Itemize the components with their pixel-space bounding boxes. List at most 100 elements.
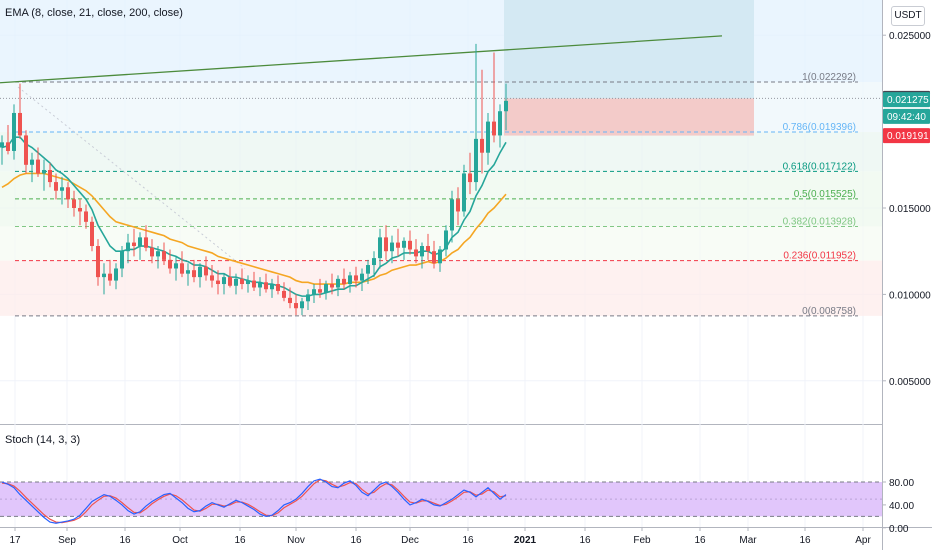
candle-body: [432, 251, 436, 264]
fib-level-label: 1(0.022292): [802, 72, 856, 83]
candle-body: [234, 278, 238, 286]
candle-body: [336, 278, 340, 288]
time-tick-label: Sep: [58, 535, 76, 546]
candle-body: [144, 237, 148, 248]
candle-body: [324, 284, 328, 293]
candle-body: [396, 242, 400, 248]
candle-body: [294, 303, 298, 309]
candle-body: [78, 208, 82, 212]
price-label-box: [883, 92, 930, 108]
fib-zone: [0, 198, 882, 227]
time-tick-label: 16: [799, 535, 811, 546]
time-tick-label: Apr: [855, 535, 871, 546]
candle-body: [72, 199, 76, 208]
time-tick-label: Feb: [633, 535, 651, 546]
time-tick-label: 16: [234, 535, 246, 546]
candle-body: [384, 237, 388, 252]
candle-body: [408, 240, 412, 250]
candle-body: [300, 301, 304, 309]
candle-body: [498, 111, 502, 136]
stoch-indicator-label[interactable]: Stoch (14, 3, 3): [5, 434, 81, 446]
candle-body: [48, 169, 52, 183]
candle-body: [174, 263, 178, 269]
fib-zone: [0, 132, 882, 172]
candle-body: [288, 297, 292, 304]
candle-body: [186, 270, 190, 274]
candle-body: [114, 268, 118, 281]
candle-body: [474, 138, 478, 183]
price-tick-label: 0.010000: [889, 290, 931, 301]
stoch-tick-label: 0.00: [889, 524, 909, 535]
trendline[interactable]: [0, 35, 723, 84]
candle-body: [108, 273, 112, 281]
candle-body: [354, 275, 358, 281]
time-tick-label: 16: [694, 535, 706, 546]
candle-body: [456, 199, 460, 212]
time-tick-label: Mar: [739, 535, 757, 546]
candle-body: [150, 247, 154, 257]
candle-body: [168, 259, 172, 269]
candle-body: [180, 263, 184, 274]
candle-body: [0, 142, 4, 148]
candle-body: [54, 182, 58, 191]
candle-body: [390, 242, 394, 252]
candle-body: [486, 121, 490, 153]
candle-body: [492, 121, 496, 136]
time-axis[interactable]: [0, 527, 882, 550]
price-label-box: [883, 108, 930, 124]
candle-body: [96, 246, 100, 278]
price-label: 09:42:40: [887, 112, 926, 123]
candle-body: [228, 277, 232, 286]
price-axis[interactable]: [882, 0, 932, 550]
fib-zone: [0, 260, 882, 316]
stop-zone: [504, 98, 754, 136]
candle-body: [204, 266, 208, 276]
fib-level-label: 0.382(0.013928): [783, 217, 856, 228]
candle-body: [156, 251, 160, 257]
candle-body: [462, 173, 466, 212]
candle-body: [120, 251, 124, 269]
candle-body: [426, 246, 430, 252]
stoch-k-line: [1, 478, 507, 524]
time-tick-label: 16: [350, 535, 362, 546]
candle-body: [162, 251, 166, 260]
target-zone: [504, 0, 754, 99]
candle-body: [258, 282, 262, 288]
candle-body: [210, 275, 214, 281]
candle-body: [420, 246, 424, 257]
candle-body: [480, 138, 484, 153]
candle-body: [504, 100, 508, 112]
price-tick-label: 0.025000: [889, 31, 931, 42]
fib-zone: [0, 171, 882, 199]
candle-body: [216, 280, 220, 285]
price-label: 0.021275: [887, 95, 929, 106]
candle-body: [6, 142, 10, 151]
price-tick-label: 0.015000: [889, 204, 931, 215]
stoch-d-line: [1, 479, 507, 524]
price-tick-label: 0.005000: [889, 377, 931, 388]
currency-button[interactable]: USDT: [891, 6, 925, 26]
candle-body: [60, 187, 64, 191]
ema-indicator-label[interactable]: EMA (8, close, 21, close, 200, close): [5, 7, 183, 19]
candle-body: [102, 273, 106, 278]
candle-body: [126, 242, 130, 252]
price-label: 0.019191: [887, 131, 929, 142]
fib-level-label: 0.236(0.011952): [783, 251, 856, 262]
candle-body: [372, 258, 376, 266]
fib-level-label: 0.618(0.017122): [783, 161, 856, 172]
candles: [0, 43, 508, 316]
time-tick-label: 16: [579, 535, 591, 546]
candle-body: [414, 249, 418, 257]
stoch-tick-label: 40.00: [889, 501, 914, 512]
candle-body: [378, 237, 382, 259]
candle-body: [84, 211, 88, 222]
candle-body: [402, 240, 406, 248]
candle-body: [42, 169, 46, 174]
candle-body: [360, 273, 364, 281]
time-tick-label: Dec: [401, 535, 419, 546]
candle-body: [222, 277, 226, 285]
candle-body: [192, 270, 196, 278]
stoch-tick-label: 80.00: [889, 478, 914, 489]
